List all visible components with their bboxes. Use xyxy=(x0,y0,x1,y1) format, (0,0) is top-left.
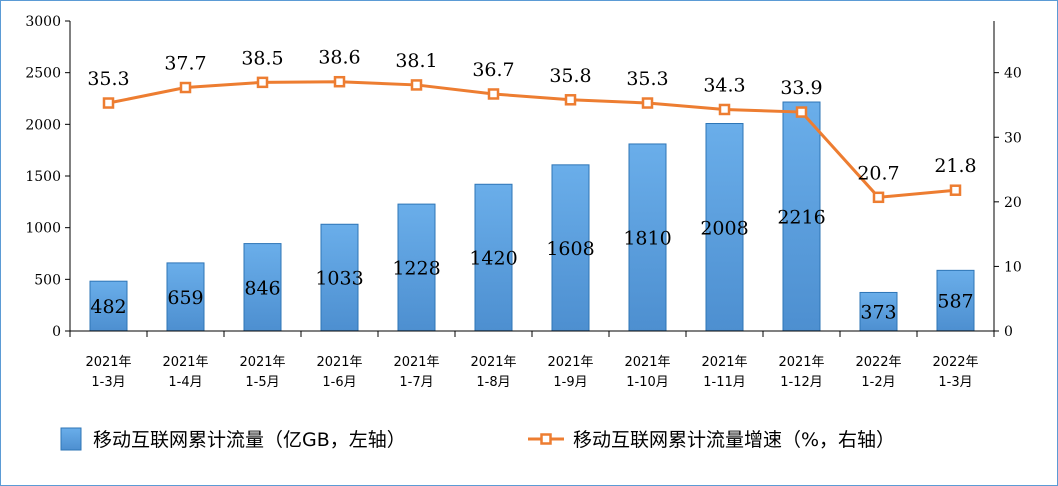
legend-line-label: 移动互联网累计流量增速（%，右轴） xyxy=(573,429,895,451)
y-right-tick-label: 30 xyxy=(1004,130,1022,146)
x-tick-label-period: 1-3月 xyxy=(91,375,125,390)
line-point-9 xyxy=(795,106,808,118)
x-tick-label-year: 2021年 xyxy=(470,355,516,370)
bar-value-label: 1608 xyxy=(546,238,594,260)
y-left-tick-label: 1500 xyxy=(25,169,61,185)
y-right-tick-label: 0 xyxy=(1004,324,1013,340)
x-tick-label-year: 2021年 xyxy=(778,355,824,370)
x-tick-label-year: 2022年 xyxy=(855,355,901,370)
bar-value-label: 482 xyxy=(90,296,126,318)
y-left-tick-label: 2500 xyxy=(25,66,61,82)
bar-5 xyxy=(474,183,513,332)
line-point-2 xyxy=(256,76,269,89)
y-right-tick-label: 20 xyxy=(1004,195,1022,211)
data-labels: 482 659 846 1033 1228 1420 1608 1810 2008 2216 373… xyxy=(87,47,976,324)
line-value-label: 35.8 xyxy=(549,65,591,87)
legend-bar-swatch xyxy=(60,427,82,451)
y-left-tick-label: 0 xyxy=(52,324,61,340)
y-left-tick-label: 2000 xyxy=(25,117,61,133)
line-value-label: 37.7 xyxy=(164,53,206,75)
x-tick-label-year: 2021年 xyxy=(316,355,362,370)
bar-value-label: 659 xyxy=(167,287,203,309)
bar-7 xyxy=(628,143,667,332)
bar-11 xyxy=(936,269,975,332)
growth-line xyxy=(108,80,956,199)
bar-value-label: 846 xyxy=(244,277,280,299)
x-tick-label-year: 2021年 xyxy=(85,355,131,370)
x-tick-label-period: 1-2月 xyxy=(861,375,895,390)
bar-series xyxy=(89,101,975,332)
line-value-label: 36.7 xyxy=(472,59,514,81)
x-tick-label-period: 1-6月 xyxy=(322,375,356,390)
line-point-8 xyxy=(718,103,731,116)
y-left-tick-label: 3000 xyxy=(25,14,61,30)
bar-10 xyxy=(859,291,898,332)
x-tick-label-year: 2021年 xyxy=(624,355,670,370)
line-value-label: 35.3 xyxy=(626,68,668,90)
x-tick-label-period: 1-8月 xyxy=(476,375,510,390)
bar-3 xyxy=(320,223,359,332)
x-tick-label-year: 2021年 xyxy=(162,355,208,370)
bar-value-label: 373 xyxy=(860,302,896,324)
x-tick-label-year: 2021年 xyxy=(239,355,285,370)
bar-value-label: 1228 xyxy=(392,258,440,280)
legend-line-marker xyxy=(540,433,552,445)
line-value-label: 33.9 xyxy=(780,77,822,99)
bar-value-label: 2008 xyxy=(700,217,748,239)
bar-value-label: 587 xyxy=(937,291,973,313)
bar-1 xyxy=(166,262,205,332)
bar-value-label: 1033 xyxy=(315,268,363,290)
x-tick-label-year: 2022年 xyxy=(932,355,978,370)
axes: 0 500 1000 1500 2000 2500 3000 0 10 20 30 40 2021年 1-… xyxy=(25,14,1021,390)
x-tick-label-period: 1-12月 xyxy=(780,375,823,390)
line-point-0 xyxy=(102,97,115,109)
y-right-tick-label: 40 xyxy=(1004,66,1022,82)
line-value-label: 21.8 xyxy=(934,155,976,177)
line-point-1 xyxy=(179,81,192,94)
line-point-10 xyxy=(872,191,885,204)
line-value-label: 35.3 xyxy=(87,68,129,90)
x-tick-label-period: 1-5月 xyxy=(245,375,279,390)
y-right-tick-label: 10 xyxy=(1004,259,1022,275)
bar-0 xyxy=(89,280,128,332)
bar-2 xyxy=(243,243,282,332)
line-value-label: 38.5 xyxy=(241,47,283,69)
line-point-3 xyxy=(333,75,346,88)
line-point-5 xyxy=(487,88,500,100)
x-tick-label-period: 1-7月 xyxy=(399,375,433,390)
x-tick-label-period: 1-10月 xyxy=(626,375,669,390)
bar-9 xyxy=(782,101,821,332)
y-left-tick-label: 500 xyxy=(34,272,61,288)
bar-value-label: 1420 xyxy=(469,248,517,270)
line-point-11 xyxy=(949,184,962,196)
x-tick-label-year: 2021年 xyxy=(393,355,439,370)
x-tick-label-period: 1-4月 xyxy=(168,375,202,390)
line-value-label: 34.3 xyxy=(703,74,745,96)
line-value-label: 38.6 xyxy=(318,47,360,69)
bar-value-label: 1810 xyxy=(623,227,671,249)
bar-value-label: 2216 xyxy=(777,207,825,229)
line-point-6 xyxy=(564,94,577,106)
line-value-label: 20.7 xyxy=(857,162,899,184)
line-point-7 xyxy=(641,97,654,109)
line-series xyxy=(102,75,962,204)
x-tick-label-year: 2021年 xyxy=(547,355,593,370)
line-point-4 xyxy=(410,79,423,91)
y-left-tick-label: 1000 xyxy=(25,221,61,237)
x-tick-label-period: 1-3月 xyxy=(938,375,972,390)
x-tick-label-period: 1-11月 xyxy=(703,375,746,390)
legend-bar-label: 移动互联网累计流量（亿GB，左轴） xyxy=(93,429,406,451)
x-tick-label-period: 1-9月 xyxy=(553,375,587,390)
x-tick-label-year: 2021年 xyxy=(701,355,747,370)
legend: 移动互联网累计流量（亿GB，左轴） 移动互联网累计流量增速（%，右轴） xyxy=(60,427,895,451)
line-value-label: 38.1 xyxy=(395,50,437,72)
